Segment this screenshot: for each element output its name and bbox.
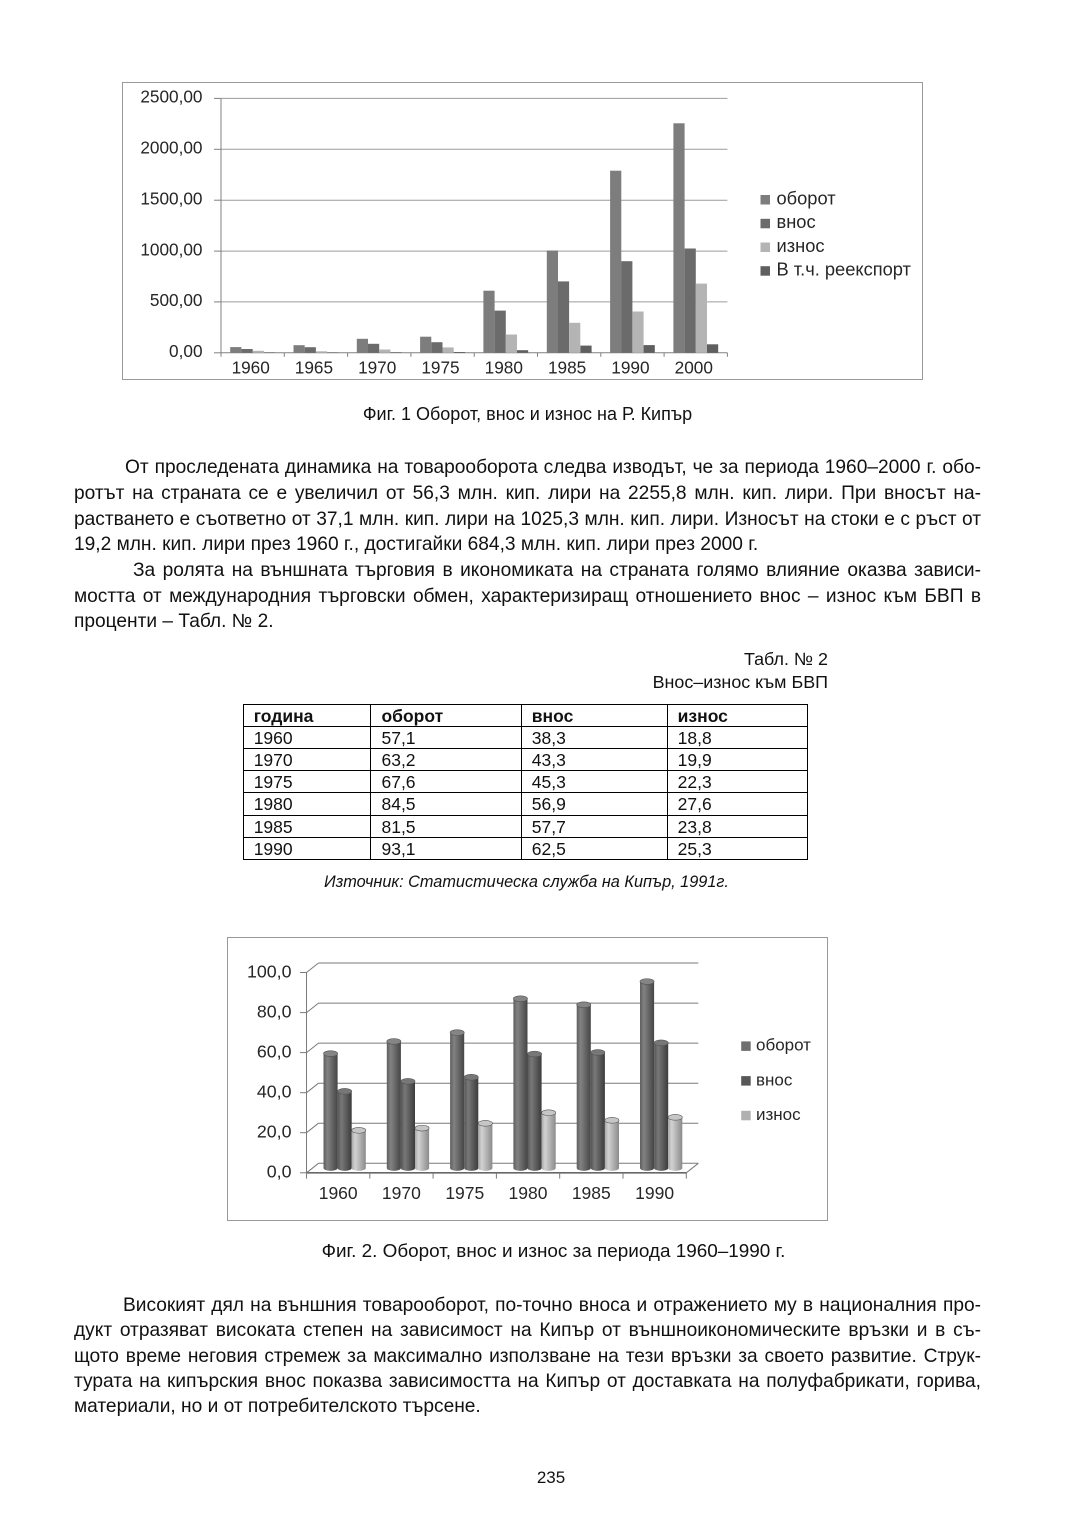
svg-text:2000: 2000 — [675, 358, 713, 378]
svg-text:60,0: 60,0 — [257, 1041, 292, 1061]
svg-text:1965: 1965 — [295, 358, 333, 378]
svg-text:оборот: оборот — [756, 1036, 811, 1055]
svg-text:1980: 1980 — [485, 358, 523, 378]
svg-text:оборот: оборот — [777, 187, 837, 208]
svg-text:износ: износ — [756, 1105, 801, 1124]
svg-text:500,00: 500,00 — [150, 290, 203, 310]
svg-text:В т.ч. реекспорт: В т.ч. реекспорт — [777, 259, 912, 280]
svg-text:1990: 1990 — [635, 1183, 674, 1203]
svg-text:1985: 1985 — [572, 1183, 611, 1203]
svg-text:1980: 1980 — [509, 1183, 548, 1203]
svg-text:2500,00: 2500,00 — [140, 87, 202, 107]
svg-text:1960: 1960 — [232, 358, 270, 378]
svg-text:1500,00: 1500,00 — [140, 189, 202, 209]
svg-text:0,0: 0,0 — [267, 1162, 292, 1182]
svg-text:80,0: 80,0 — [257, 1001, 292, 1021]
svg-text:40,0: 40,0 — [257, 1082, 292, 1102]
svg-text:1960: 1960 — [319, 1183, 358, 1203]
svg-text:1975: 1975 — [445, 1183, 484, 1203]
svg-text:1975: 1975 — [421, 358, 459, 378]
svg-text:1970: 1970 — [382, 1183, 421, 1203]
svg-text:износ: износ — [777, 235, 825, 256]
svg-text:внос: внос — [777, 211, 816, 232]
svg-text:1985: 1985 — [548, 358, 586, 378]
svg-text:20,0: 20,0 — [257, 1122, 292, 1142]
svg-text:1970: 1970 — [358, 358, 396, 378]
svg-text:2000,00: 2000,00 — [140, 138, 202, 158]
svg-text:0,00: 0,00 — [169, 341, 202, 361]
svg-text:1990: 1990 — [611, 358, 649, 378]
svg-text:100,0: 100,0 — [247, 961, 292, 981]
svg-text:1000,00: 1000,00 — [140, 239, 202, 259]
svg-text:внос: внос — [756, 1070, 793, 1089]
